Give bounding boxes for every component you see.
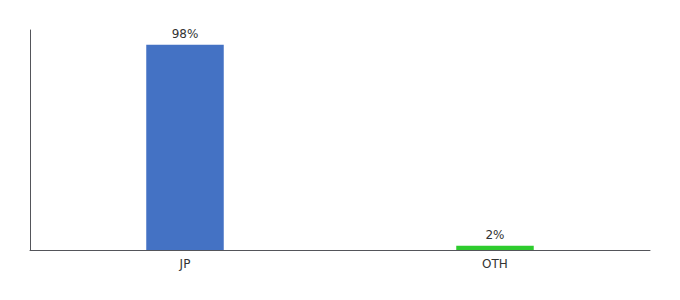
svg-text:2%: 2%: [485, 228, 504, 242]
svg-text:98%: 98%: [172, 27, 199, 41]
svg-text:OTH: OTH: [482, 257, 508, 271]
svg-text:JP: JP: [179, 257, 191, 271]
